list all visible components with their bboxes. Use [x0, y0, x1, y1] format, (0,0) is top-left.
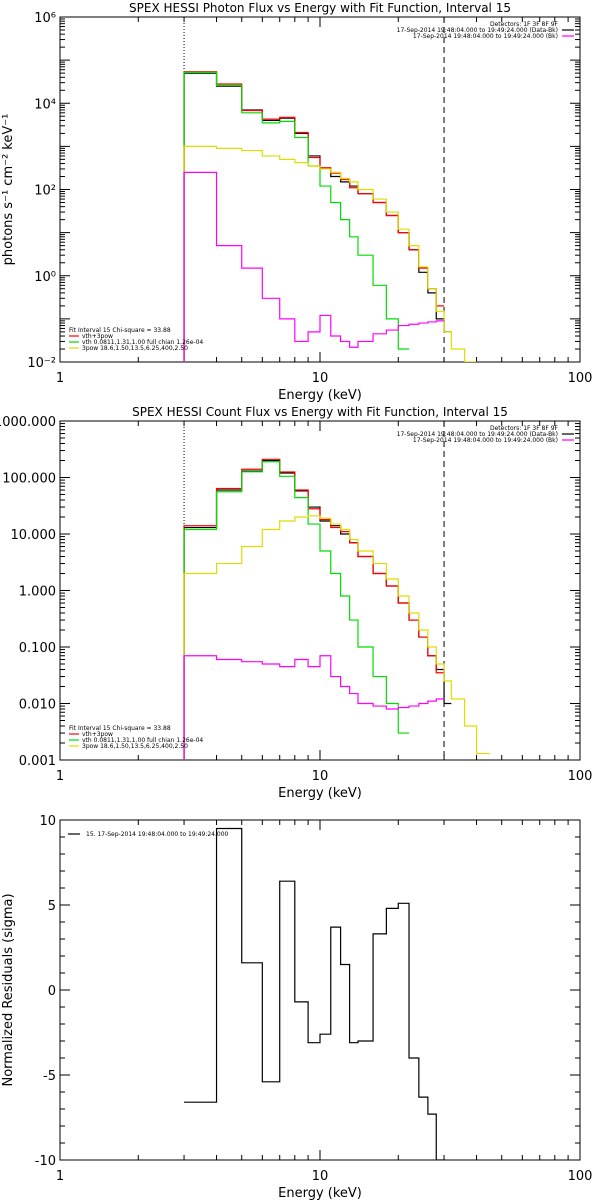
x-tick-label: 100: [568, 1169, 593, 1184]
y-tick-label: 0.001: [19, 754, 56, 769]
series-2-line: [183, 71, 445, 362]
y-tick-label: 10²: [34, 184, 56, 199]
x-tick-label: 1: [56, 769, 64, 784]
legend-bottom-entry: Fit Interval 15 Chi-square = 33.88: [69, 725, 171, 732]
plot-frame: [59, 420, 581, 761]
legend-top-entry: 15. 17-Sep-2014 19:48:04.000 to 19:49:24…: [86, 831, 229, 838]
y-tick-label: 10⁶: [34, 11, 56, 26]
y-tick-label: 0.100: [19, 641, 56, 656]
legend-bottom-entry: Fit Interval 15 Chi-square = 33.88: [69, 327, 171, 334]
y-tick-label: 0: [48, 984, 56, 999]
y-tick-label: 10: [39, 814, 56, 829]
y-tick-label: -10: [35, 1154, 56, 1169]
series-4-line: [183, 515, 490, 760]
chart-title: SPEX HESSI Photon Flux vs Energy with Fi…: [129, 1, 511, 15]
x-axis-label: Energy (keV): [278, 388, 362, 403]
legend-top-entry: Detectors: 1F 3F 8F 9F: [490, 21, 559, 28]
x-axis-label: Energy (keV): [278, 786, 362, 801]
legend-bottom-entry: vth+3pow: [82, 731, 113, 738]
series-2-line: [183, 458, 445, 760]
x-axis-label: Energy (keV): [278, 1186, 362, 1200]
legend-bottom-entry: vth 0.0811,1.31,1.00 full chian 1.26e-04: [82, 339, 203, 346]
x-tick-label: 10: [312, 1169, 329, 1184]
series-3-line: [183, 461, 410, 760]
legend-top-entry: Detectors: 1F 3F 8F 9F: [490, 425, 559, 432]
y-tick-label: 10⁻²: [27, 356, 56, 371]
y-tick-label: 1000.000: [0, 415, 56, 430]
series-5-line: [183, 655, 445, 760]
series-1-line: [183, 72, 452, 362]
legend-bottom-entry: vth 0.0811,1.31,1.00 full chian 1.26e-04: [82, 737, 203, 744]
y-tick-label: 0.010: [19, 698, 56, 713]
plot-frame: [59, 16, 581, 363]
y-tick-label: 5: [48, 899, 56, 914]
panel-1: 1 10 100 10⁻² 10⁰ 10² 10⁴ 10⁶ SPEX HESSI Photon …: [1, 1, 593, 403]
x-tick-label: 100: [568, 769, 593, 784]
legend-top-entry: 17-Sep-2014 19:48:04.000 to 19:49:24.000…: [397, 431, 558, 438]
legend-top-entry: 17-Sep-2014 19:48:04.000 to 19:49:24.000…: [413, 33, 558, 40]
y-tick-label: 10.000: [11, 528, 57, 543]
panel-3: 1 10 100 -10 -5 0 5 10 Energy (keV) Normalized Re…: [1, 814, 593, 1201]
y-tick-label: 10⁴: [34, 97, 56, 112]
x-tick-label: 10: [312, 769, 329, 784]
legend-bottom-entry: 3pow 18.6,1.50,13.5,6.25,400,2.50: [82, 743, 188, 750]
x-tick-label: 1: [56, 1169, 64, 1184]
series-4-line: [183, 145, 477, 362]
y-axis-label: Normalized Residuals (sigma): [1, 893, 16, 1086]
legend-bottom-entry: 3pow 18.6,1.50,13.5,6.25,400,2.50: [82, 345, 188, 352]
series-1-line: [183, 459, 452, 760]
y-tick-label: 10⁰: [34, 270, 56, 285]
y-tick-label: -5: [43, 1069, 56, 1084]
x-tick-label: 1: [56, 371, 64, 386]
chart-title: SPEX HESSI Count Flux vs Energy with Fit…: [132, 405, 508, 419]
x-tick-label: 100: [568, 371, 593, 386]
legend-top-entry: 17-Sep-2014 19:48:04.000 to 19:49:24.000…: [397, 27, 558, 34]
plot-frame: [59, 819, 581, 1161]
y-axis-label: photons s⁻¹ cm⁻² keV⁻¹: [1, 114, 16, 266]
y-tick-label: 100.000: [2, 472, 56, 487]
series-3-line: [183, 71, 410, 362]
legend-bottom-entry: vth+3pow: [82, 333, 113, 340]
legend-top-entry: 17-Sep-2014 19:48:04.000 to 19:49:24.000…: [413, 437, 558, 444]
series-1-line: [184, 827, 445, 1160]
x-tick-label: 10: [312, 371, 329, 386]
series-5-line: [183, 171, 445, 362]
y-tick-label: 1.000: [19, 585, 56, 600]
panel-2: 1 10 100 0.001 0.010 0.100 1.000 10.000 100.000 1…: [0, 405, 593, 801]
